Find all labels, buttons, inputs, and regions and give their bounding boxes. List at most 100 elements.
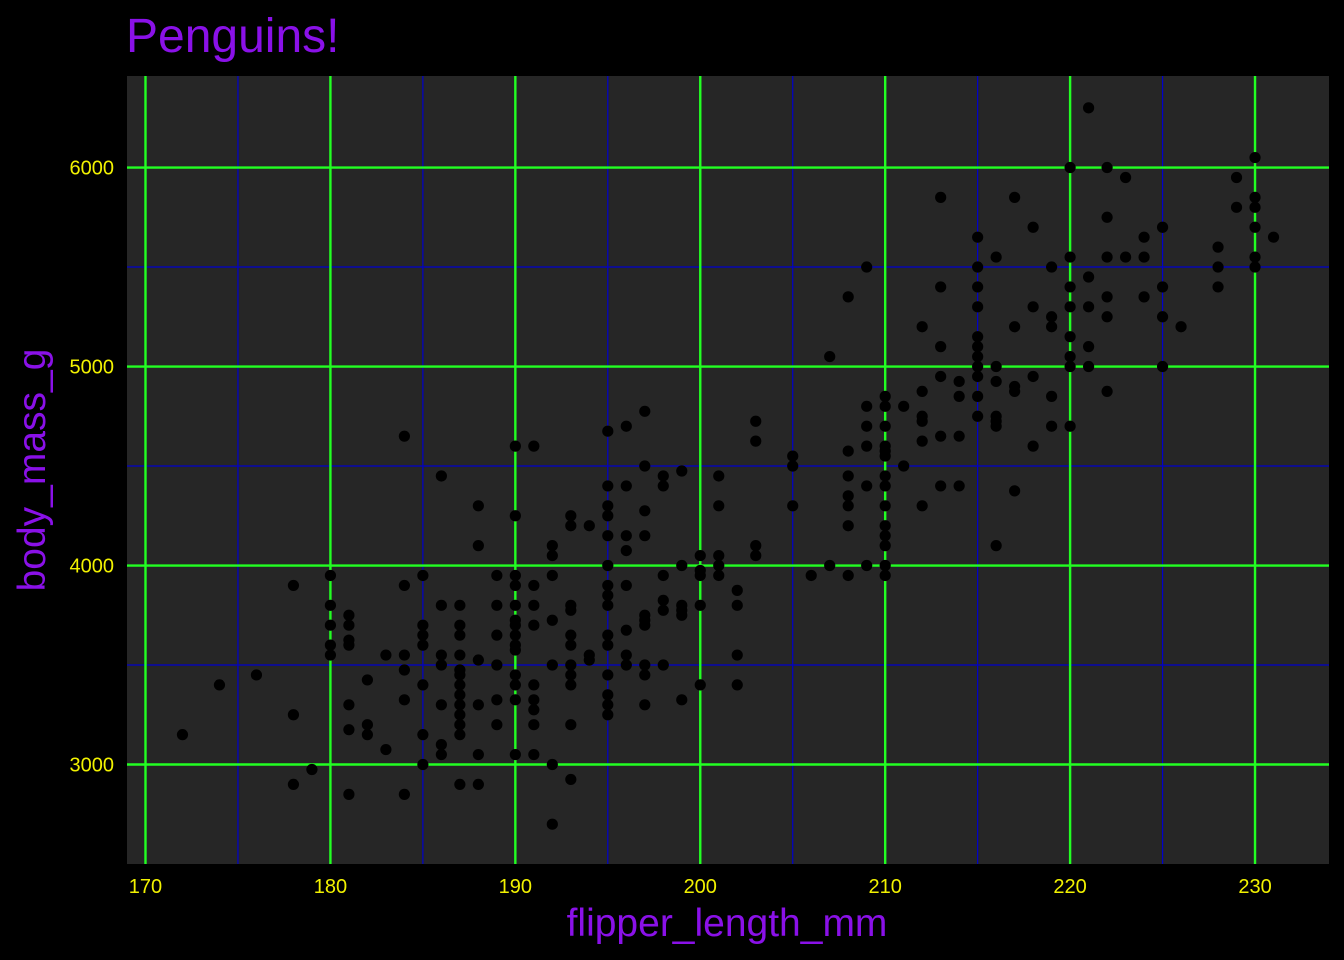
major-gridlines	[127, 76, 1329, 864]
data-point	[750, 435, 762, 447]
data-point	[916, 321, 928, 333]
data-point	[1267, 231, 1280, 243]
data-point	[972, 341, 984, 353]
data-point	[694, 569, 706, 582]
data-point	[639, 505, 651, 517]
data-point	[879, 470, 891, 482]
data-point	[639, 530, 651, 542]
data-point	[1249, 151, 1261, 164]
data-point	[1009, 321, 1021, 333]
data-point	[694, 679, 706, 691]
data-point	[824, 350, 836, 363]
data-point	[787, 460, 799, 472]
data-point	[602, 425, 614, 437]
data-point	[565, 629, 577, 641]
data-point	[1230, 201, 1243, 213]
data-point	[361, 729, 373, 741]
data-point	[620, 579, 632, 592]
data-point	[324, 649, 337, 661]
data-point	[435, 739, 447, 751]
data-point	[1138, 291, 1150, 303]
data-point	[990, 420, 1002, 432]
data-point	[1101, 291, 1113, 303]
data-point	[879, 480, 891, 492]
data-point	[990, 540, 1002, 552]
data-point	[398, 649, 410, 661]
data-point	[287, 778, 300, 791]
data-point	[842, 291, 854, 303]
data-point	[528, 748, 540, 761]
data-point	[657, 480, 669, 492]
data-point	[1119, 251, 1132, 263]
data-point	[1064, 331, 1076, 343]
data-point	[879, 520, 891, 532]
data-point	[898, 460, 910, 472]
data-point	[861, 480, 873, 492]
data-point	[491, 719, 503, 731]
data-point	[990, 251, 1002, 263]
data-point	[731, 584, 743, 596]
data-point	[676, 694, 688, 706]
data-point	[417, 569, 429, 582]
data-point	[620, 624, 632, 636]
data-point	[713, 549, 725, 562]
data-point	[417, 639, 429, 651]
data-point	[657, 594, 669, 606]
minor-gridlines	[127, 76, 1329, 864]
data-point	[713, 559, 725, 572]
data-point	[343, 639, 355, 651]
data-point	[565, 639, 577, 651]
data-point	[935, 341, 947, 353]
data-point	[343, 724, 355, 736]
data-point	[953, 375, 965, 388]
data-point	[602, 639, 614, 651]
data-point	[324, 569, 337, 582]
data-point	[1156, 360, 1169, 373]
data-point	[972, 360, 984, 373]
y-tick-label: 4000	[70, 556, 115, 578]
data-point	[528, 719, 540, 731]
data-point	[1230, 171, 1243, 184]
data-point	[528, 619, 540, 631]
data-point	[657, 569, 669, 582]
data-point	[879, 530, 891, 542]
data-point	[1064, 420, 1076, 432]
data-point	[1212, 281, 1224, 293]
data-point	[491, 694, 503, 706]
data-point	[657, 659, 669, 671]
data-point	[639, 669, 651, 681]
data-point	[1009, 191, 1021, 203]
data-point	[639, 405, 651, 417]
data-point	[565, 719, 577, 731]
data-point	[398, 430, 410, 442]
data-point	[713, 569, 725, 582]
data-point	[546, 758, 558, 771]
data-point	[861, 440, 873, 452]
data-point	[491, 629, 503, 641]
data-point	[935, 480, 947, 492]
data-point	[287, 709, 300, 721]
data-point	[565, 604, 577, 616]
data-point	[990, 360, 1002, 373]
data-point	[879, 540, 891, 552]
data-point	[454, 679, 466, 691]
data-point	[602, 530, 614, 542]
data-point	[1138, 231, 1150, 243]
data-point	[509, 569, 521, 582]
data-point	[676, 609, 688, 621]
data-point	[1009, 385, 1021, 397]
plot-panel	[127, 76, 1329, 864]
data-point	[1101, 385, 1113, 397]
data-point	[435, 649, 447, 661]
data-point	[972, 331, 984, 343]
data-point	[1212, 241, 1224, 253]
data-point	[787, 450, 799, 462]
data-point	[731, 679, 743, 691]
data-point	[879, 559, 891, 572]
x-tick-label: 220	[1053, 876, 1086, 898]
data-point	[1156, 281, 1169, 293]
data-point	[676, 559, 688, 572]
data-point	[472, 748, 484, 761]
data-point	[842, 520, 854, 532]
data-point	[639, 659, 651, 671]
